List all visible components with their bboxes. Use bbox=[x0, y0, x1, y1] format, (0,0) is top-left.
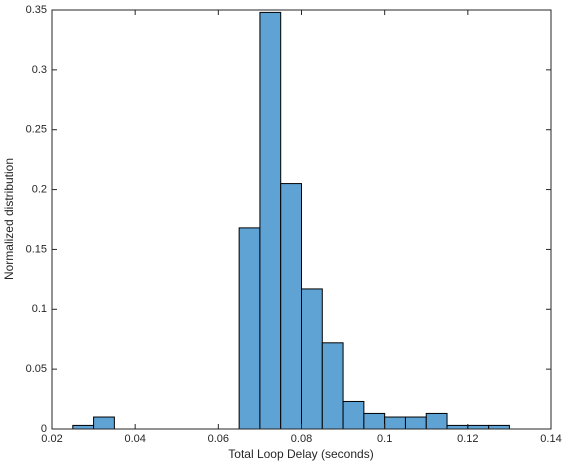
bar bbox=[301, 288, 323, 430]
y-tick-label: 0.15 bbox=[26, 243, 47, 255]
y-tick-label: 0.25 bbox=[26, 124, 47, 136]
bar bbox=[467, 424, 490, 430]
x-tick-label: 0.1 bbox=[377, 433, 392, 445]
bar bbox=[425, 412, 448, 430]
x-tick-label: 0.02 bbox=[41, 433, 62, 445]
x-tick-label: 0.06 bbox=[208, 433, 229, 445]
bar bbox=[488, 424, 510, 430]
x-tick-label: 0.14 bbox=[540, 433, 561, 445]
bar bbox=[446, 424, 469, 430]
y-tick-label: 0.3 bbox=[32, 64, 47, 76]
bar bbox=[363, 412, 386, 430]
y-tick-label: 0.05 bbox=[26, 363, 47, 375]
bar bbox=[93, 416, 115, 430]
y-tick-label: 0.1 bbox=[32, 303, 47, 315]
y-axis-label: Normalized distribution bbox=[2, 158, 16, 280]
x-tick-label: 0.08 bbox=[291, 433, 312, 445]
bar bbox=[259, 11, 282, 430]
y-tick-label: 0.2 bbox=[32, 183, 47, 195]
x-tick-label: 0.12 bbox=[457, 433, 478, 445]
bar bbox=[404, 416, 427, 430]
bar bbox=[342, 400, 365, 430]
y-tick-label: 0.35 bbox=[26, 4, 47, 16]
bar bbox=[238, 227, 261, 430]
y-tick-label: 0 bbox=[41, 423, 47, 435]
x-axis-label: Total Loop Delay (seconds) bbox=[228, 447, 373, 461]
x-tick-label: 0.04 bbox=[124, 433, 145, 445]
bar bbox=[280, 183, 303, 430]
bar bbox=[384, 416, 406, 430]
bar bbox=[321, 342, 344, 430]
bar bbox=[72, 424, 95, 430]
